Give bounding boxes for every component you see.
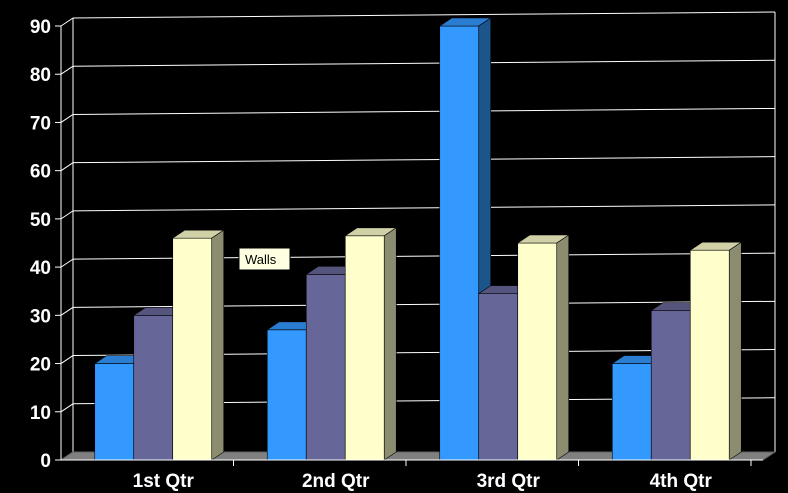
bar-front [478, 293, 519, 461]
y-tick-label: 20 [30, 355, 51, 376]
chart-bars [93, 17, 743, 461]
bar-front [650, 310, 691, 461]
walls-tooltip: Walls [238, 247, 291, 271]
bar-side [556, 234, 570, 461]
bar [516, 234, 570, 461]
bar-front [611, 363, 652, 461]
y-tick-label: 10 [30, 403, 51, 424]
bar-side [211, 229, 225, 461]
side-gridline [60, 355, 74, 364]
side-gridline [60, 17, 74, 27]
y-axis: 0 10 20 30 40 50 60 70 80 90 [30, 17, 62, 472]
x-tick-label: 3rd Qtr [477, 471, 541, 492]
y-tick-label: 40 [30, 258, 51, 279]
bar-front [305, 274, 346, 461]
side-gridline [60, 114, 74, 123]
gridline [72, 107, 776, 115]
bar [344, 227, 398, 461]
y-tick-label: 0 [40, 451, 51, 472]
tooltip-label: Walls [245, 252, 277, 267]
bar [171, 229, 225, 461]
y-tick-label: 80 [30, 65, 51, 86]
bar-front [344, 235, 385, 461]
x-tick-label: 1st Qtr [133, 471, 195, 492]
y-tick-label: 50 [30, 210, 51, 231]
bar-front [517, 242, 558, 461]
y-tick-label: 70 [30, 113, 51, 134]
y-tick-label: 30 [30, 306, 51, 327]
side-gridline [60, 403, 74, 413]
x-tick-label: 4th Qtr [650, 471, 713, 492]
y-tick-label: 90 [30, 17, 51, 38]
bar-side [728, 241, 742, 461]
bar-front [133, 315, 174, 461]
x-tick-label: 2nd Qtr [302, 471, 370, 492]
gridline [72, 11, 776, 19]
bar-front [266, 329, 307, 461]
bar-front [94, 363, 135, 461]
gridline [72, 204, 776, 212]
bar-front [172, 237, 213, 461]
tooltip-box [238, 247, 291, 271]
x-axis: 1st Qtr 2nd Qtr 3rd Qtr 4th Qtr [61, 459, 763, 492]
bar [689, 241, 743, 461]
gridline [72, 156, 776, 164]
side-gridline [60, 306, 74, 316]
y-tick-label: 60 [30, 162, 51, 183]
side-gridline [60, 258, 74, 268]
side-gridline [60, 210, 74, 220]
gridline [72, 59, 776, 67]
bar-front [439, 25, 480, 461]
side-gridline [60, 65, 74, 75]
bar-side [383, 227, 397, 461]
bar-front [689, 249, 730, 461]
side-gridline [60, 162, 74, 172]
